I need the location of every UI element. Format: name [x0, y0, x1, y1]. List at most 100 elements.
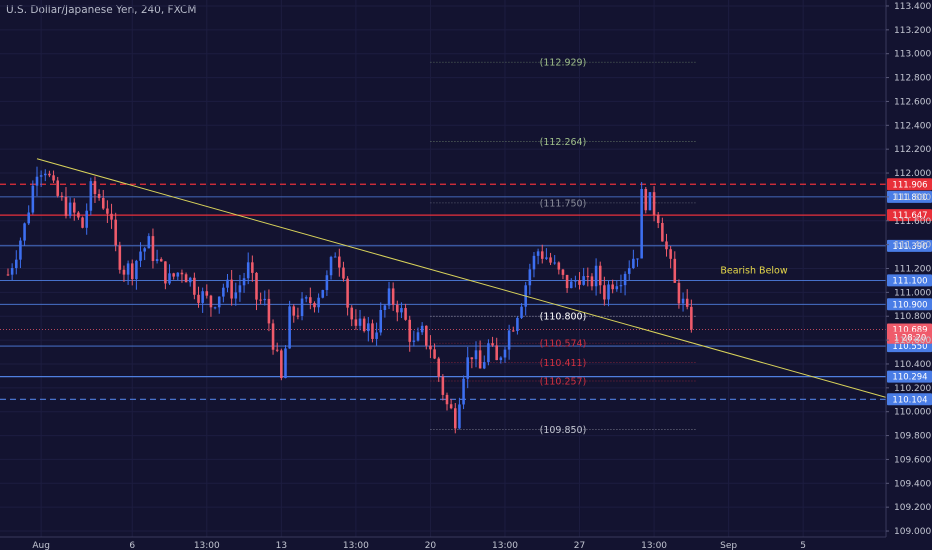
candle-down: [193, 277, 196, 295]
candle-down: [106, 208, 109, 214]
candle-down: [251, 262, 254, 273]
candle-up: [648, 192, 652, 211]
candle-up: [507, 330, 511, 350]
candle-down: [114, 219, 117, 246]
candles: [6, 166, 693, 434]
candle-down: [101, 197, 105, 209]
candle-down: [685, 298, 689, 307]
candle-up: [155, 259, 159, 262]
candle-up: [68, 202, 72, 216]
candle-up: [594, 265, 598, 287]
candle-down: [656, 214, 660, 223]
price-tick-label: 111.200: [894, 265, 931, 275]
price-tick-label: 110.400: [894, 360, 931, 370]
price-tick-label: 113.200: [894, 26, 931, 36]
candle-down: [77, 212, 80, 218]
candle-up: [358, 318, 362, 326]
candle-down: [665, 241, 668, 250]
candle-up: [284, 348, 287, 379]
candle-up: [188, 277, 192, 283]
candle-down: [342, 267, 345, 279]
candle-down: [669, 249, 672, 259]
candle-up: [85, 210, 88, 228]
candle-down: [540, 251, 544, 259]
candle-up: [412, 340, 416, 342]
candle-down: [151, 236, 155, 262]
candle-down: [64, 197, 68, 216]
price-axis[interactable]: 113.400 113.200 113.000 112.800 112.600 112.4…: [885, 0, 931, 537]
price-level-label: 110.900: [892, 300, 927, 310]
price-tick-label: 109.800: [894, 432, 931, 442]
candle-up: [176, 272, 180, 277]
candle-down: [673, 258, 677, 283]
candle-up: [19, 240, 22, 260]
price-tick-label: 113.400: [894, 2, 931, 12]
candle-down: [97, 194, 101, 198]
candle-up: [383, 305, 387, 311]
candle-up: [35, 176, 39, 186]
time-tick-label: 13: [276, 541, 287, 550]
candle-down: [60, 195, 64, 198]
candle-down: [449, 404, 453, 409]
candle-down: [371, 323, 374, 339]
candle-down: [6, 274, 10, 276]
candle-down: [644, 188, 648, 211]
fib-level-label: (112.264): [540, 137, 587, 148]
candle-down: [271, 323, 275, 350]
fib-level-label: (110.574): [540, 339, 587, 350]
candle-down: [391, 288, 395, 305]
annotations: Bearish Below: [720, 265, 788, 276]
price-tick-label: 109.400: [894, 479, 931, 489]
price-tick-label: 111.400: [894, 241, 931, 251]
candle-up: [31, 185, 35, 213]
candle-up: [574, 280, 577, 282]
candle-up: [201, 291, 204, 303]
candle-up: [217, 296, 221, 308]
candle-down: [495, 345, 498, 361]
candle-down: [453, 408, 457, 429]
candle-down: [396, 304, 399, 313]
candle-down: [578, 280, 581, 285]
candle-up: [420, 325, 424, 333]
time-axis[interactable]: Aug 6 13:00 13 13:00 20 13:00 27 13:00 Sep 5: [0, 536, 886, 550]
price-level-badge: [887, 370, 932, 383]
candle-down: [164, 261, 167, 284]
price-level-badge: [887, 209, 932, 222]
candle-up: [532, 255, 536, 270]
price-tick-label: 110.200: [894, 384, 931, 394]
candle-up: [636, 258, 639, 260]
candle-up: [325, 275, 329, 291]
candle-down: [690, 306, 693, 330]
candle-down: [118, 245, 122, 270]
time-tick-label: Sep: [720, 541, 737, 550]
candle-up: [528, 269, 532, 286]
price-tick-label: 112.400: [894, 121, 931, 131]
price-level-label: 110.104: [892, 395, 927, 405]
candle-up: [681, 298, 685, 304]
candle-down: [292, 306, 296, 316]
candle-up: [367, 323, 370, 332]
candle-down: [350, 307, 354, 320]
price-tick-label: 110.800: [894, 312, 931, 322]
price-level-badge: [887, 298, 932, 311]
candle-down: [661, 222, 664, 242]
candle-down: [478, 350, 482, 369]
candle-down: [441, 376, 445, 395]
candle-down: [93, 181, 97, 195]
candle-down: [296, 315, 300, 317]
price-level-badge: [887, 239, 932, 252]
candle-down: [267, 298, 271, 324]
candle-down: [590, 276, 594, 287]
candle-down: [549, 257, 552, 263]
candle-down: [433, 349, 436, 359]
candle-up: [487, 343, 490, 363]
price-tick-label: 111.600: [894, 217, 931, 227]
candle-down: [404, 308, 407, 320]
candle-up: [213, 307, 217, 309]
candle-up: [482, 362, 486, 369]
candle-up: [226, 279, 229, 288]
candle-down: [130, 263, 134, 280]
candle-up: [317, 297, 320, 308]
price-tick-label: 110.000: [894, 408, 931, 418]
